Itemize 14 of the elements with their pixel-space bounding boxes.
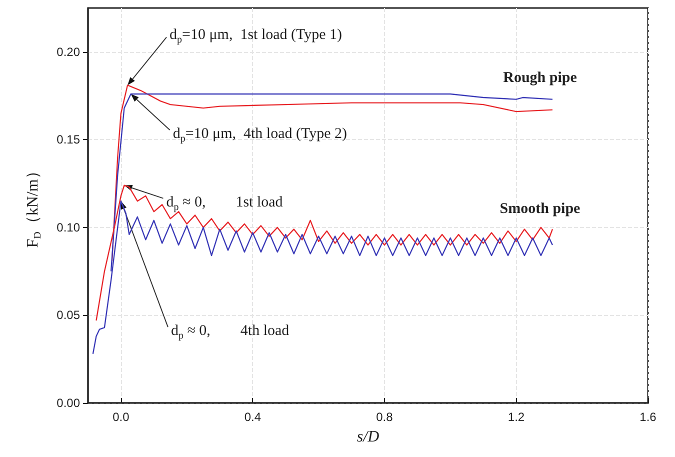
x-axis-title: s/D: [356, 428, 380, 446]
y-tick-label: 0.20: [56, 44, 80, 59]
annotation: Smooth pipe: [500, 201, 581, 217]
y-axis-title: FD（kN/m）: [24, 163, 44, 248]
annotation: Rough pipe: [503, 70, 578, 86]
y-tick-label: 0.15: [56, 132, 80, 147]
y-tick-label: 0.10: [56, 220, 80, 234]
x-tick-label: 1.6: [640, 410, 657, 424]
x-tick-label: 0.8: [376, 410, 394, 424]
y-tick-label: 0.05: [56, 308, 80, 322]
x-tick-label: 1.2: [508, 410, 525, 424]
x-tick-label: 0.4: [244, 410, 262, 424]
y-tick-label: 0.00: [56, 396, 80, 410]
x-tick-label: 0.0: [112, 410, 130, 424]
